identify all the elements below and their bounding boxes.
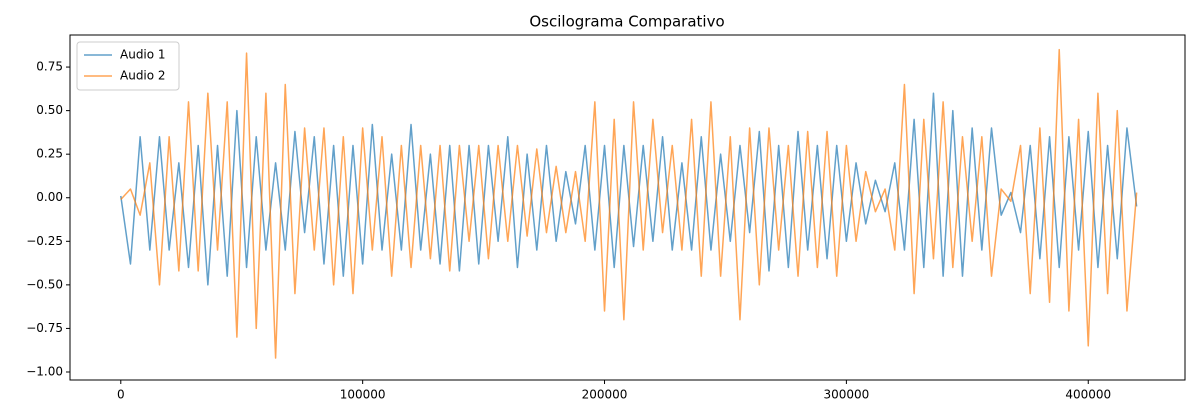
x-tick-label: 200000: [582, 388, 628, 402]
x-tick-label: 0: [117, 388, 125, 402]
y-tick-label: 0.75: [36, 60, 63, 74]
legend: Audio 1 Audio 2: [76, 41, 180, 91]
plot-frame: [69, 34, 1186, 381]
legend-label: Audio 1: [120, 48, 166, 62]
y-tick-label: −0.75: [26, 321, 63, 335]
legend-box: [76, 41, 180, 91]
x-tick-label: 100000: [340, 388, 386, 402]
y-tick-label: 0.50: [36, 103, 63, 117]
y-tick-label: −1.00: [26, 364, 63, 378]
y-tick-label: 0.25: [36, 147, 63, 161]
legend-label: Audio 2: [120, 69, 166, 83]
x-tick-label: 300000: [823, 388, 869, 402]
y-tick-label: −0.50: [26, 277, 63, 291]
chart-title: Oscilograma Comparativo: [529, 13, 724, 31]
series-line: [120, 92, 1138, 286]
x-tick-label: 400000: [1065, 388, 1111, 402]
y-tick-label: −0.25: [26, 234, 63, 248]
y-tick-label: 0.00: [36, 190, 63, 204]
series-line: [120, 48, 1138, 359]
